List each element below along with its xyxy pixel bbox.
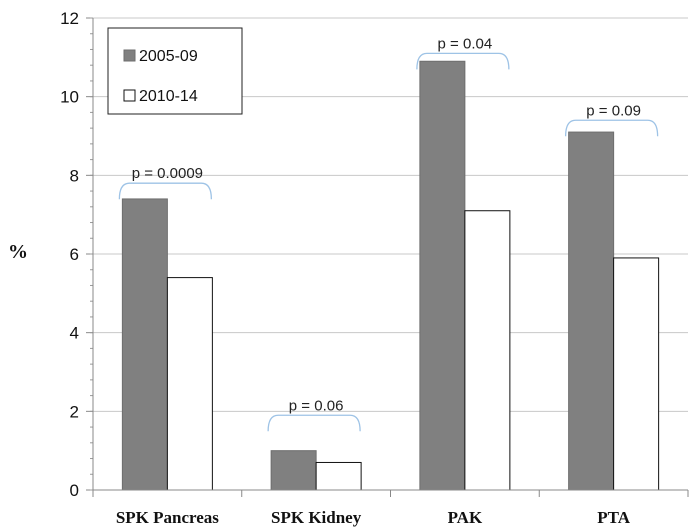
y-tick-label: 12 bbox=[60, 9, 79, 28]
bars bbox=[121, 60, 660, 491]
p-value-label: p = 0.06 bbox=[289, 397, 344, 414]
y-axis-label: % bbox=[8, 241, 28, 263]
p-value-label: p = 0.04 bbox=[438, 35, 493, 52]
y-tick-label: 4 bbox=[70, 324, 79, 343]
bar-2010-14-spk-pancreas bbox=[166, 277, 213, 491]
x-category-label: PTA bbox=[597, 508, 630, 527]
y-tick-label: 6 bbox=[70, 245, 79, 264]
p-value-label: p = 0.09 bbox=[586, 102, 641, 119]
y-tick-label: 2 bbox=[70, 402, 79, 421]
p-value-annotations: p = 0.0009 p = 0.06 p = 0.04 p = 0.09 bbox=[118, 35, 659, 432]
x-category-label: SPK Kidney bbox=[271, 508, 362, 527]
legend-swatch bbox=[123, 49, 136, 62]
bar-2005-09-spk-pancreas bbox=[121, 198, 168, 491]
x-category-label: SPK Pancreas bbox=[116, 508, 219, 527]
p-value-bracket bbox=[118, 182, 213, 200]
bar-2005-09-pak bbox=[419, 60, 466, 491]
legend: 2005-09 2010-14 bbox=[107, 27, 243, 115]
legend-label: 2010-14 bbox=[139, 88, 198, 105]
y-tick-label: 10 bbox=[60, 88, 79, 107]
x-category-labels: SPK Pancreas SPK Kidney PAK PTA bbox=[116, 508, 631, 527]
legend-swatch bbox=[123, 89, 136, 102]
y-tick-label: 8 bbox=[70, 166, 79, 185]
bar-2010-14-pta bbox=[613, 257, 660, 491]
p-value-bracket bbox=[416, 52, 510, 70]
bar-2005-09-pta bbox=[568, 131, 615, 491]
x-category-label: PAK bbox=[448, 508, 483, 527]
p-value-bracket bbox=[267, 414, 361, 432]
legend-label: 2005-09 bbox=[139, 48, 198, 65]
bar-2005-09-spk-kidney bbox=[270, 450, 317, 491]
axes bbox=[86, 17, 689, 497]
p-value-bracket bbox=[564, 119, 659, 137]
y-tick-labels: 0 2 4 6 8 10 12 bbox=[60, 9, 79, 500]
y-tick-label: 0 bbox=[70, 481, 79, 500]
p-value-label: p = 0.0009 bbox=[132, 165, 203, 182]
bar-2010-14-pak bbox=[464, 210, 511, 491]
bar-2010-14-spk-kidney bbox=[315, 461, 362, 491]
